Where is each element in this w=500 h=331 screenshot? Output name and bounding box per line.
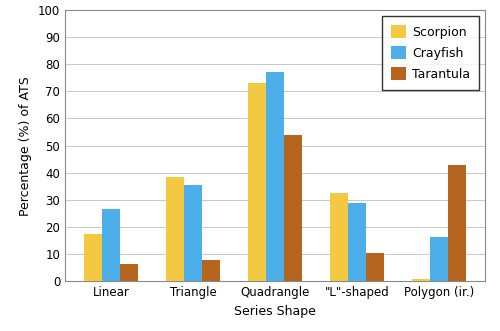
- Bar: [102, 210, 120, 281]
- Bar: [412, 279, 430, 281]
- Bar: [266, 72, 284, 281]
- Legend: Scorpion, Crayfish, Tarantula: Scorpion, Crayfish, Tarantula: [382, 16, 479, 90]
- X-axis label: Series Shape: Series Shape: [234, 305, 316, 318]
- Bar: [184, 185, 202, 281]
- Bar: [120, 264, 138, 281]
- Bar: [448, 165, 466, 281]
- Bar: [366, 253, 384, 281]
- Bar: [84, 234, 102, 281]
- Bar: [166, 177, 184, 281]
- Y-axis label: Percentage (%) of ATS: Percentage (%) of ATS: [20, 76, 32, 215]
- Bar: [330, 193, 348, 281]
- Bar: [430, 237, 448, 281]
- Bar: [348, 203, 366, 281]
- Bar: [284, 135, 302, 281]
- Bar: [202, 260, 220, 281]
- Bar: [248, 83, 266, 281]
